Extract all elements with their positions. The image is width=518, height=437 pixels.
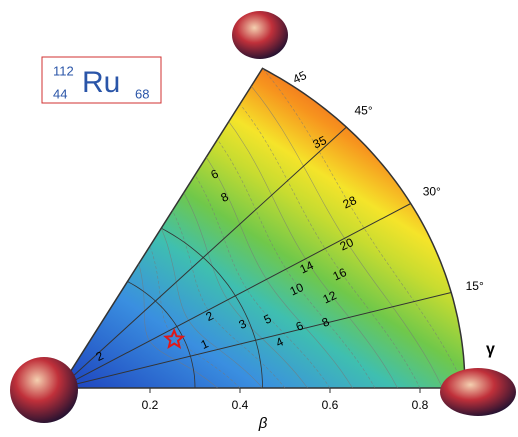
contour-label: 45	[291, 68, 309, 86]
iso-line	[239, 103, 421, 389]
gamma-tick-label: 45°	[354, 104, 372, 118]
nucleus-box	[41, 56, 162, 104]
oblate-shape	[232, 11, 288, 59]
minimum-marker	[163, 327, 186, 349]
neutron-number: 68	[135, 86, 149, 101]
iso-line	[194, 174, 331, 389]
plot-area: 15°30°45°0.2 0.4 0.6 0.84535282016141210865…	[58, 67, 484, 412]
gamma-label: γ	[486, 341, 495, 358]
beta-arc	[127, 281, 196, 389]
energy-surface	[58, 67, 466, 389]
iso-line	[217, 139, 376, 389]
contour-label: 28	[341, 193, 359, 211]
contour-label: 12	[321, 288, 339, 306]
contour-label: 16	[331, 265, 349, 283]
gamma-tick-label: 15°	[466, 279, 484, 293]
x-tick-label: 0.6	[322, 398, 339, 412]
x-tick-label: 0.4	[232, 398, 249, 412]
spherical-shape	[10, 357, 78, 423]
element-symbol: Ru	[82, 66, 120, 99]
contour-label: 20	[338, 235, 356, 253]
x-axis-label: β	[258, 415, 268, 432]
beta-arc	[161, 227, 263, 389]
gamma-tick-label: 30°	[423, 185, 441, 199]
contour-label: 10	[288, 280, 306, 298]
contour-label: 14	[298, 258, 316, 276]
prolate-shape	[440, 368, 516, 416]
x-tick-label: 0.2	[142, 398, 159, 412]
mass-number: 112	[53, 63, 74, 78]
proton-number: 44	[53, 86, 67, 101]
contour-label: 35	[311, 133, 329, 151]
x-tick-label: 0.8	[412, 398, 429, 412]
